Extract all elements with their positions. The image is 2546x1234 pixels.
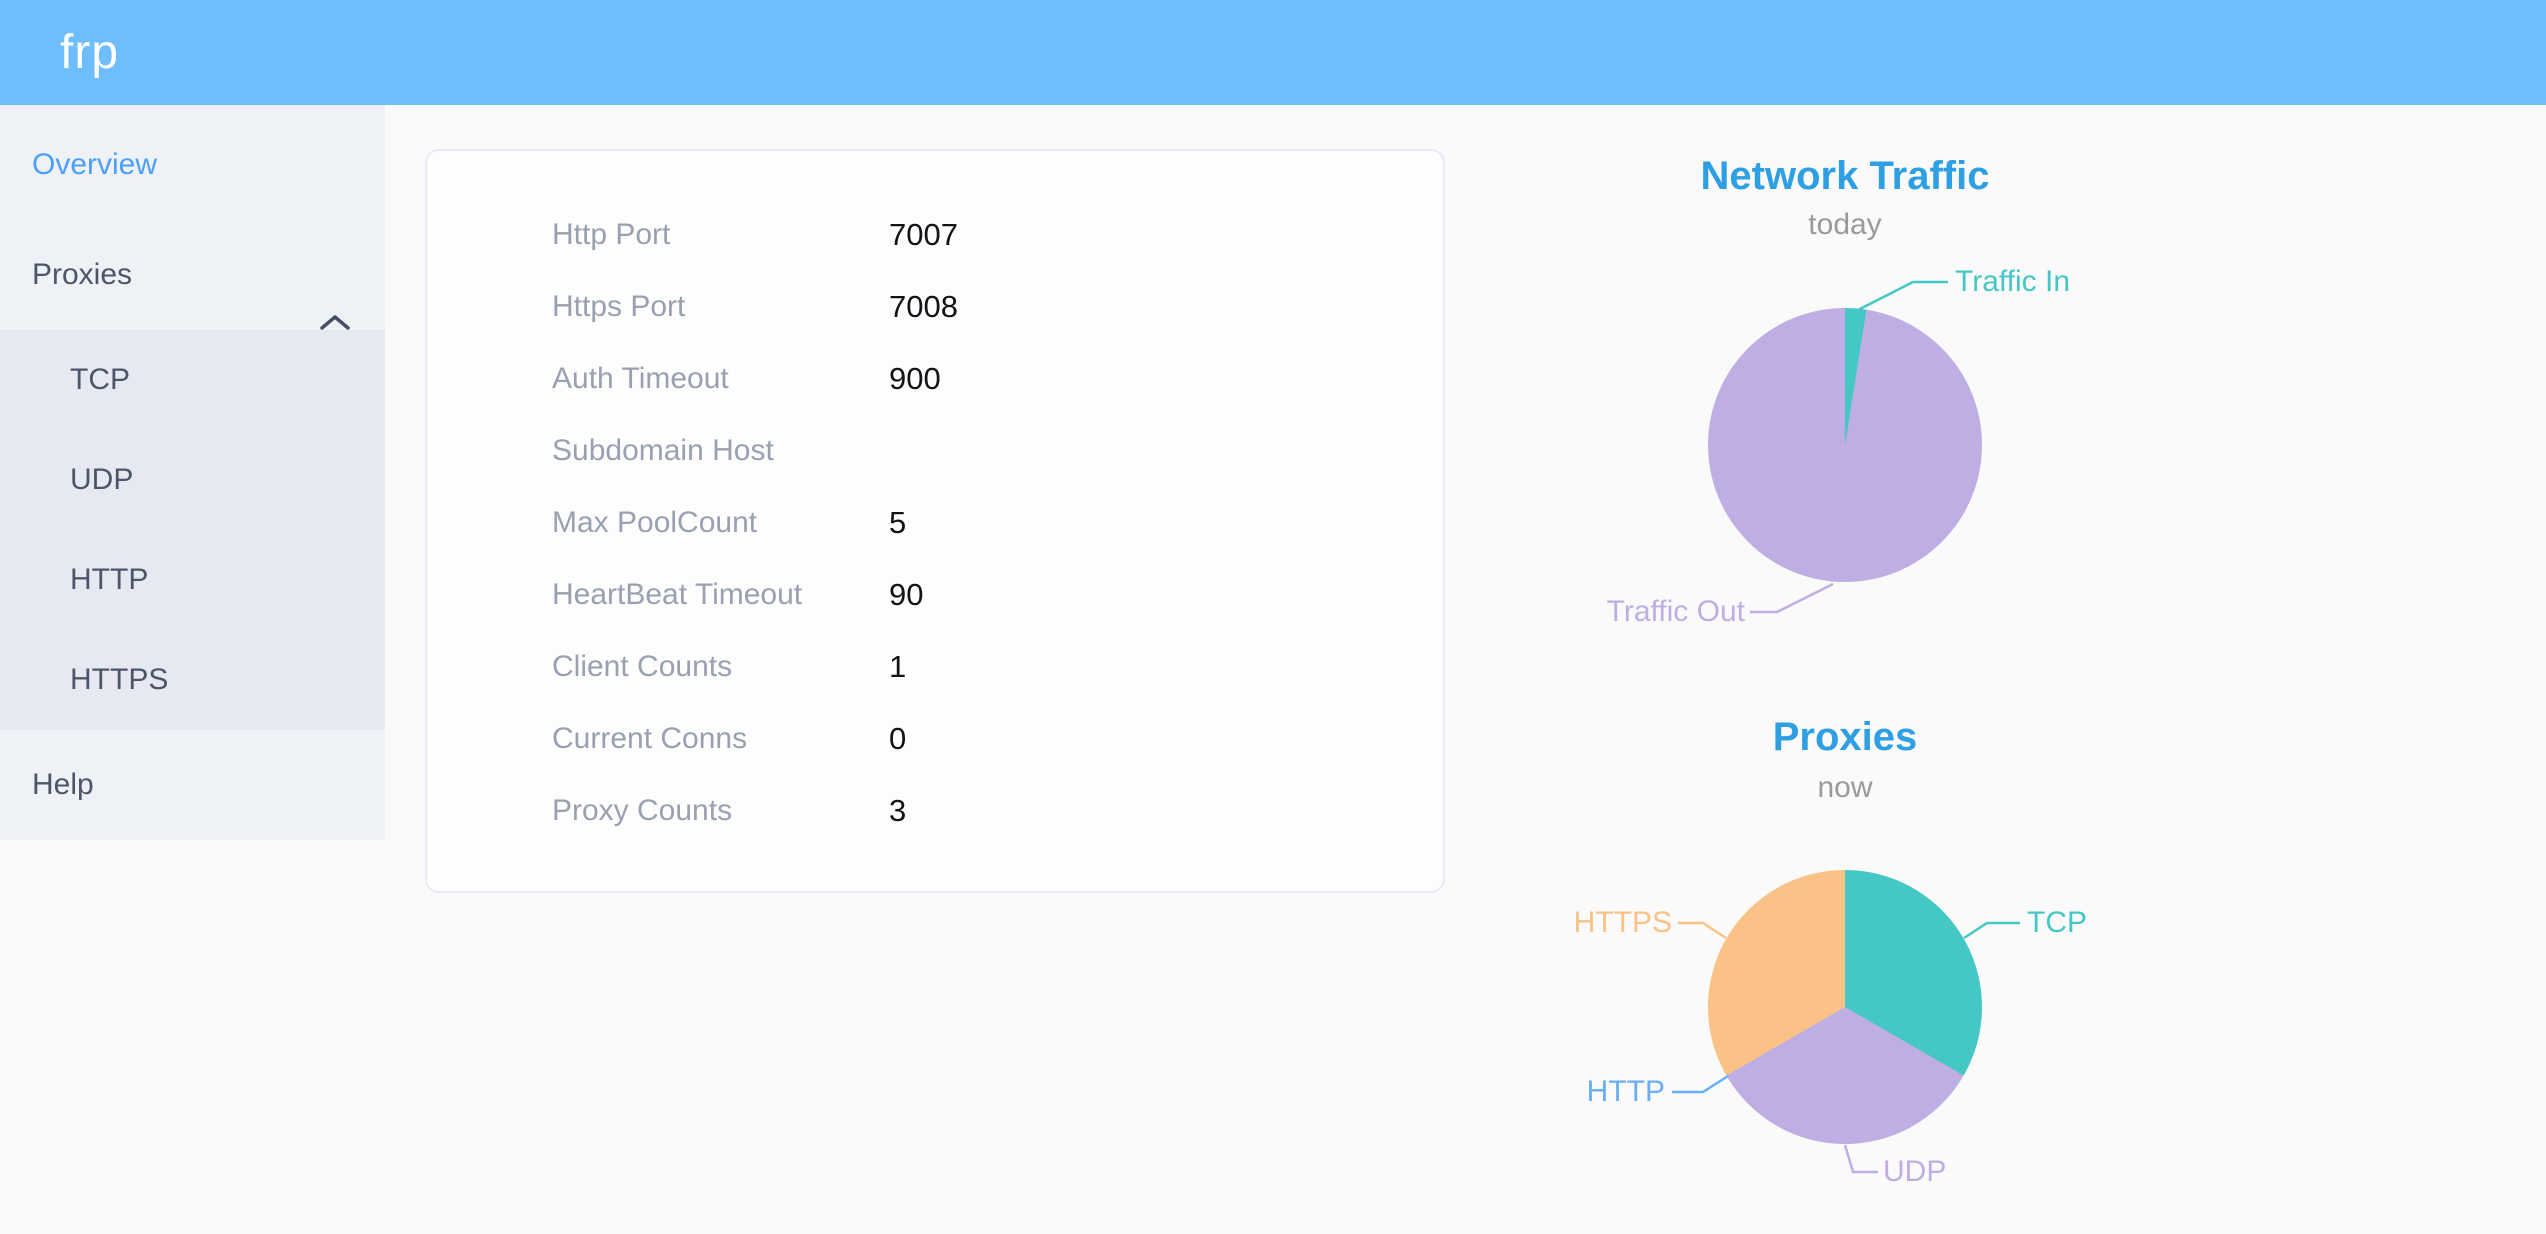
traffic-out-label: Traffic Out	[1606, 595, 1745, 628]
sidebar-submenu-proxies: TCP UDP HTTP HTTPS	[0, 330, 385, 730]
sidebar-item-label: Overview	[32, 148, 158, 181]
sidebar-item-label: Proxies	[32, 258, 133, 291]
sidebar-item-tcp[interactable]: TCP	[0, 330, 385, 430]
server-info-row: Client Counts 1	[427, 631, 1443, 703]
sidebar-item-http[interactable]: HTTP	[0, 530, 385, 630]
server-info-row: Auth Timeout 900	[427, 343, 1443, 415]
server-info-value: 90	[889, 577, 924, 612]
server-info-label: Auth Timeout	[552, 362, 729, 395]
server-info-row: Proxy Counts 3	[427, 775, 1443, 847]
https-leader-line	[1678, 921, 1727, 940]
network-traffic-pie-chart[interactable]	[1708, 308, 1982, 582]
server-info-label: Subdomain Host	[552, 434, 774, 467]
traffic-out-leader-line	[1750, 582, 1834, 614]
network-traffic-chart-subtitle: today	[1808, 208, 1882, 241]
proxies-chart-title: Proxies	[1772, 715, 1918, 759]
server-info-value: 0	[889, 721, 907, 756]
http-leader-line	[1672, 1074, 1729, 1094]
server-info-value: 3	[889, 793, 907, 828]
chevron-up-icon[interactable]	[319, 268, 351, 378]
server-info-label: Client Counts	[552, 650, 733, 683]
traffic-in-label: Traffic In	[1955, 265, 2071, 298]
server-info-value: 1	[889, 649, 907, 684]
proxies-chart-subtitle: now	[1817, 771, 1873, 804]
tcp-slice-label: TCP	[2027, 906, 2087, 939]
tcp-leader-line	[1963, 921, 2020, 940]
traffic-in-leader-line	[1857, 280, 1948, 312]
sidebar-item-label: HTTP	[70, 563, 149, 596]
server-info-label: Proxy Counts	[552, 794, 733, 827]
sidebar-item-label: UDP	[70, 463, 134, 496]
server-info-value: 7007	[889, 217, 958, 252]
sidebar-item-proxies[interactable]: Proxies	[0, 220, 385, 330]
server-info-label: Max PoolCount	[552, 506, 758, 539]
proxies-pie-chart[interactable]	[1708, 870, 1982, 1144]
http-slice-label: HTTP	[1586, 1075, 1665, 1108]
sidebar-item-https[interactable]: HTTPS	[0, 630, 385, 730]
app-logo: frp	[60, 26, 120, 79]
server-info-card: Http Port 7007 Https Port 7008 Auth Time…	[425, 149, 1445, 893]
sidebar-item-help[interactable]: Help	[0, 730, 385, 840]
server-info-row: Http Port 7007	[427, 199, 1443, 271]
server-info-label: HeartBeat Timeout	[552, 578, 803, 611]
sidebar: Overview Proxies TCP UDP HTTP HTTPS Help	[0, 105, 385, 840]
udp-leader-line	[1843, 1144, 1878, 1174]
server-info-label: Http Port	[552, 218, 671, 251]
https-slice-label: HTTPS	[1573, 906, 1672, 939]
sidebar-item-overview[interactable]: Overview	[0, 110, 385, 220]
udp-slice-label: UDP	[1883, 1155, 1947, 1188]
server-info-value: 7008	[889, 289, 958, 324]
server-info-row: Https Port 7008	[427, 271, 1443, 343]
server-info-label: Current Conns	[552, 722, 748, 755]
server-info-row: HeartBeat Timeout 90	[427, 559, 1443, 631]
server-info-label: Https Port	[552, 290, 686, 323]
server-info-row: Subdomain Host	[427, 415, 1443, 487]
sidebar-item-label: TCP	[70, 363, 130, 396]
app-header: frp	[0, 0, 2546, 105]
sidebar-item-label: HTTPS	[70, 663, 169, 696]
server-info-row: Max PoolCount 5	[427, 487, 1443, 559]
server-info-value: 900	[889, 361, 941, 396]
server-info-row: Current Conns 0	[427, 703, 1443, 775]
charts-panel: Network Traffic today Traffic In Traffic…	[1500, 105, 2200, 1234]
network-traffic-chart-title: Network Traffic	[1700, 154, 1990, 198]
sidebar-item-udp[interactable]: UDP	[0, 430, 385, 530]
sidebar-item-label: Help	[32, 768, 94, 801]
server-info-value: 5	[889, 505, 907, 540]
